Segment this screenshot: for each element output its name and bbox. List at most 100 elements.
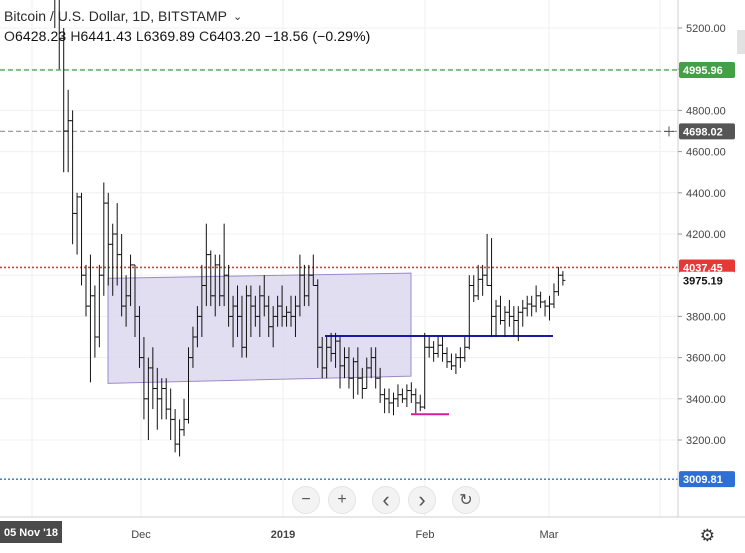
ohlc-bar: [168, 388, 174, 440]
chevron-right-icon: ›: [418, 487, 426, 512]
close-key: C: [199, 28, 210, 44]
price-tick-label: 4600.00: [686, 147, 726, 159]
price-tag: [679, 259, 735, 276]
low-value: 6369.89: [143, 28, 196, 44]
price-tag-label: 4037.45: [683, 262, 723, 274]
high-key: H: [70, 28, 81, 44]
ohlc-bar: [555, 266, 561, 296]
time-tick-label: 05 Nov '18: [4, 527, 58, 539]
symbol-title[interactable]: Bitcoin / U.S. Dollar, 1D, BITSTAMP: [4, 8, 228, 24]
price-tag: [679, 471, 735, 488]
ohlc-bar: [480, 264, 486, 296]
ohlc-bar: [413, 388, 419, 414]
price-tick-label: 3400.00: [686, 394, 726, 406]
ohlc-bar: [70, 110, 76, 245]
price-tag-label: 4995.96: [683, 65, 723, 77]
price-tick-label: 3200.00: [686, 435, 726, 447]
ohlc-bar: [489, 238, 495, 337]
ohlc-bar: [105, 192, 111, 286]
ohlc-bar: [92, 285, 98, 358]
ohlc-bar: [453, 353, 459, 375]
scroll-left-button[interactable]: ‹: [372, 486, 400, 514]
open-value: 6428.23: [15, 28, 67, 44]
ohlc-bar: [502, 306, 508, 337]
reset-chart-button[interactable]: ↻: [452, 486, 480, 514]
side-panel-toggle[interactable]: [737, 30, 745, 54]
ohlc-bar: [177, 419, 183, 457]
ohlc-bar: [54, 0, 56, 28]
ohlc-bar: [61, 28, 67, 173]
price-tag: [678, 271, 736, 289]
plus-icon: +: [337, 491, 347, 508]
minus-icon: −: [301, 491, 311, 508]
price-tick-label: 4800.00: [686, 105, 726, 117]
ohlc-bar: [551, 283, 557, 309]
chart-header: Bitcoin / U.S. Dollar, 1D, BITSTAMP ⌄ O6…: [4, 8, 370, 44]
time-tick-label: 2019: [271, 529, 295, 541]
ohlc-bar: [114, 203, 120, 286]
ohlc-bar: [399, 388, 405, 403]
ohlc-bar: [520, 299, 526, 327]
close-value: 6403.20: [209, 28, 261, 44]
reset-icon: ↻: [459, 492, 473, 509]
low-key: L: [135, 28, 144, 44]
price-axis[interactable]: [678, 0, 745, 517]
ohlc-bar: [448, 353, 454, 370]
ohlc-bar: [83, 264, 89, 317]
ohlc-bar: [408, 382, 414, 403]
price-tag-label: 3009.81: [683, 474, 723, 486]
ohlc-bar: [422, 332, 428, 410]
chart-controls: − + ‹ › ↻: [292, 486, 480, 514]
ohlc-bar: [533, 285, 539, 313]
ohlc-bar: [65, 89, 71, 173]
ohlc-bar: [538, 291, 544, 309]
gear-icon[interactable]: ⚙: [699, 526, 715, 545]
ohlc-bar: [524, 295, 530, 317]
change-value: −18.56 (−0.29%): [264, 28, 371, 44]
ohlc-bar: [542, 299, 548, 317]
price-tick-label: 3600.00: [686, 353, 726, 365]
ohlc-bar: [506, 299, 512, 327]
price-tick-label: 4400.00: [686, 188, 726, 200]
price-tag-label: 3975.19: [683, 275, 723, 287]
ohlc-bar: [417, 394, 423, 412]
ohlc-bar: [475, 264, 481, 300]
price-tick-label: 3800.00: [686, 311, 726, 323]
ohlc-bar: [493, 299, 499, 337]
time-tick-box: [0, 521, 62, 543]
ohlc-readout: O6428.23 H6441.43 L6369.89 C6403.20 −18.…: [4, 28, 370, 44]
zoom-in-button[interactable]: +: [328, 486, 356, 514]
ohlc-bar: [484, 234, 490, 286]
scroll-right-button[interactable]: ›: [408, 486, 436, 514]
ohlc-bar: [87, 254, 93, 383]
chevron-left-icon: ‹: [382, 487, 390, 512]
high-value: 6441.43: [80, 28, 132, 44]
ohlc-bar: [497, 295, 503, 325]
time-tick-label: Feb: [416, 529, 435, 541]
zoom-out-button[interactable]: −: [292, 486, 320, 514]
ohlc-bar: [386, 388, 392, 414]
ohlc-bar: [560, 271, 566, 286]
open-key: O: [4, 28, 15, 44]
ohlc-bar: [511, 306, 517, 337]
time-tick-label: Dec: [131, 529, 151, 541]
ohlc-bar: [395, 384, 401, 408]
price-tag: [679, 123, 735, 140]
ohlc-bar: [466, 275, 472, 350]
ohlc-bar: [79, 192, 85, 286]
ohlc-bar: [172, 409, 178, 453]
price-tick-label: 5200.00: [686, 23, 726, 35]
ohlc-bar: [181, 398, 187, 436]
ohlc-bar: [529, 295, 535, 317]
ohlc-bar: [435, 337, 441, 358]
ohlc-bar: [404, 384, 410, 408]
price-tick-label: 4200.00: [686, 229, 726, 241]
price-tag: [679, 62, 735, 79]
price-tag-label: 4698.02: [683, 126, 723, 138]
time-tick-label: Mar: [540, 529, 559, 541]
chevron-down-icon[interactable]: ⌄: [233, 10, 243, 23]
ohlc-bar: [382, 388, 388, 414]
ohlc-bar: [471, 275, 477, 302]
ohlc-bar: [101, 182, 107, 296]
